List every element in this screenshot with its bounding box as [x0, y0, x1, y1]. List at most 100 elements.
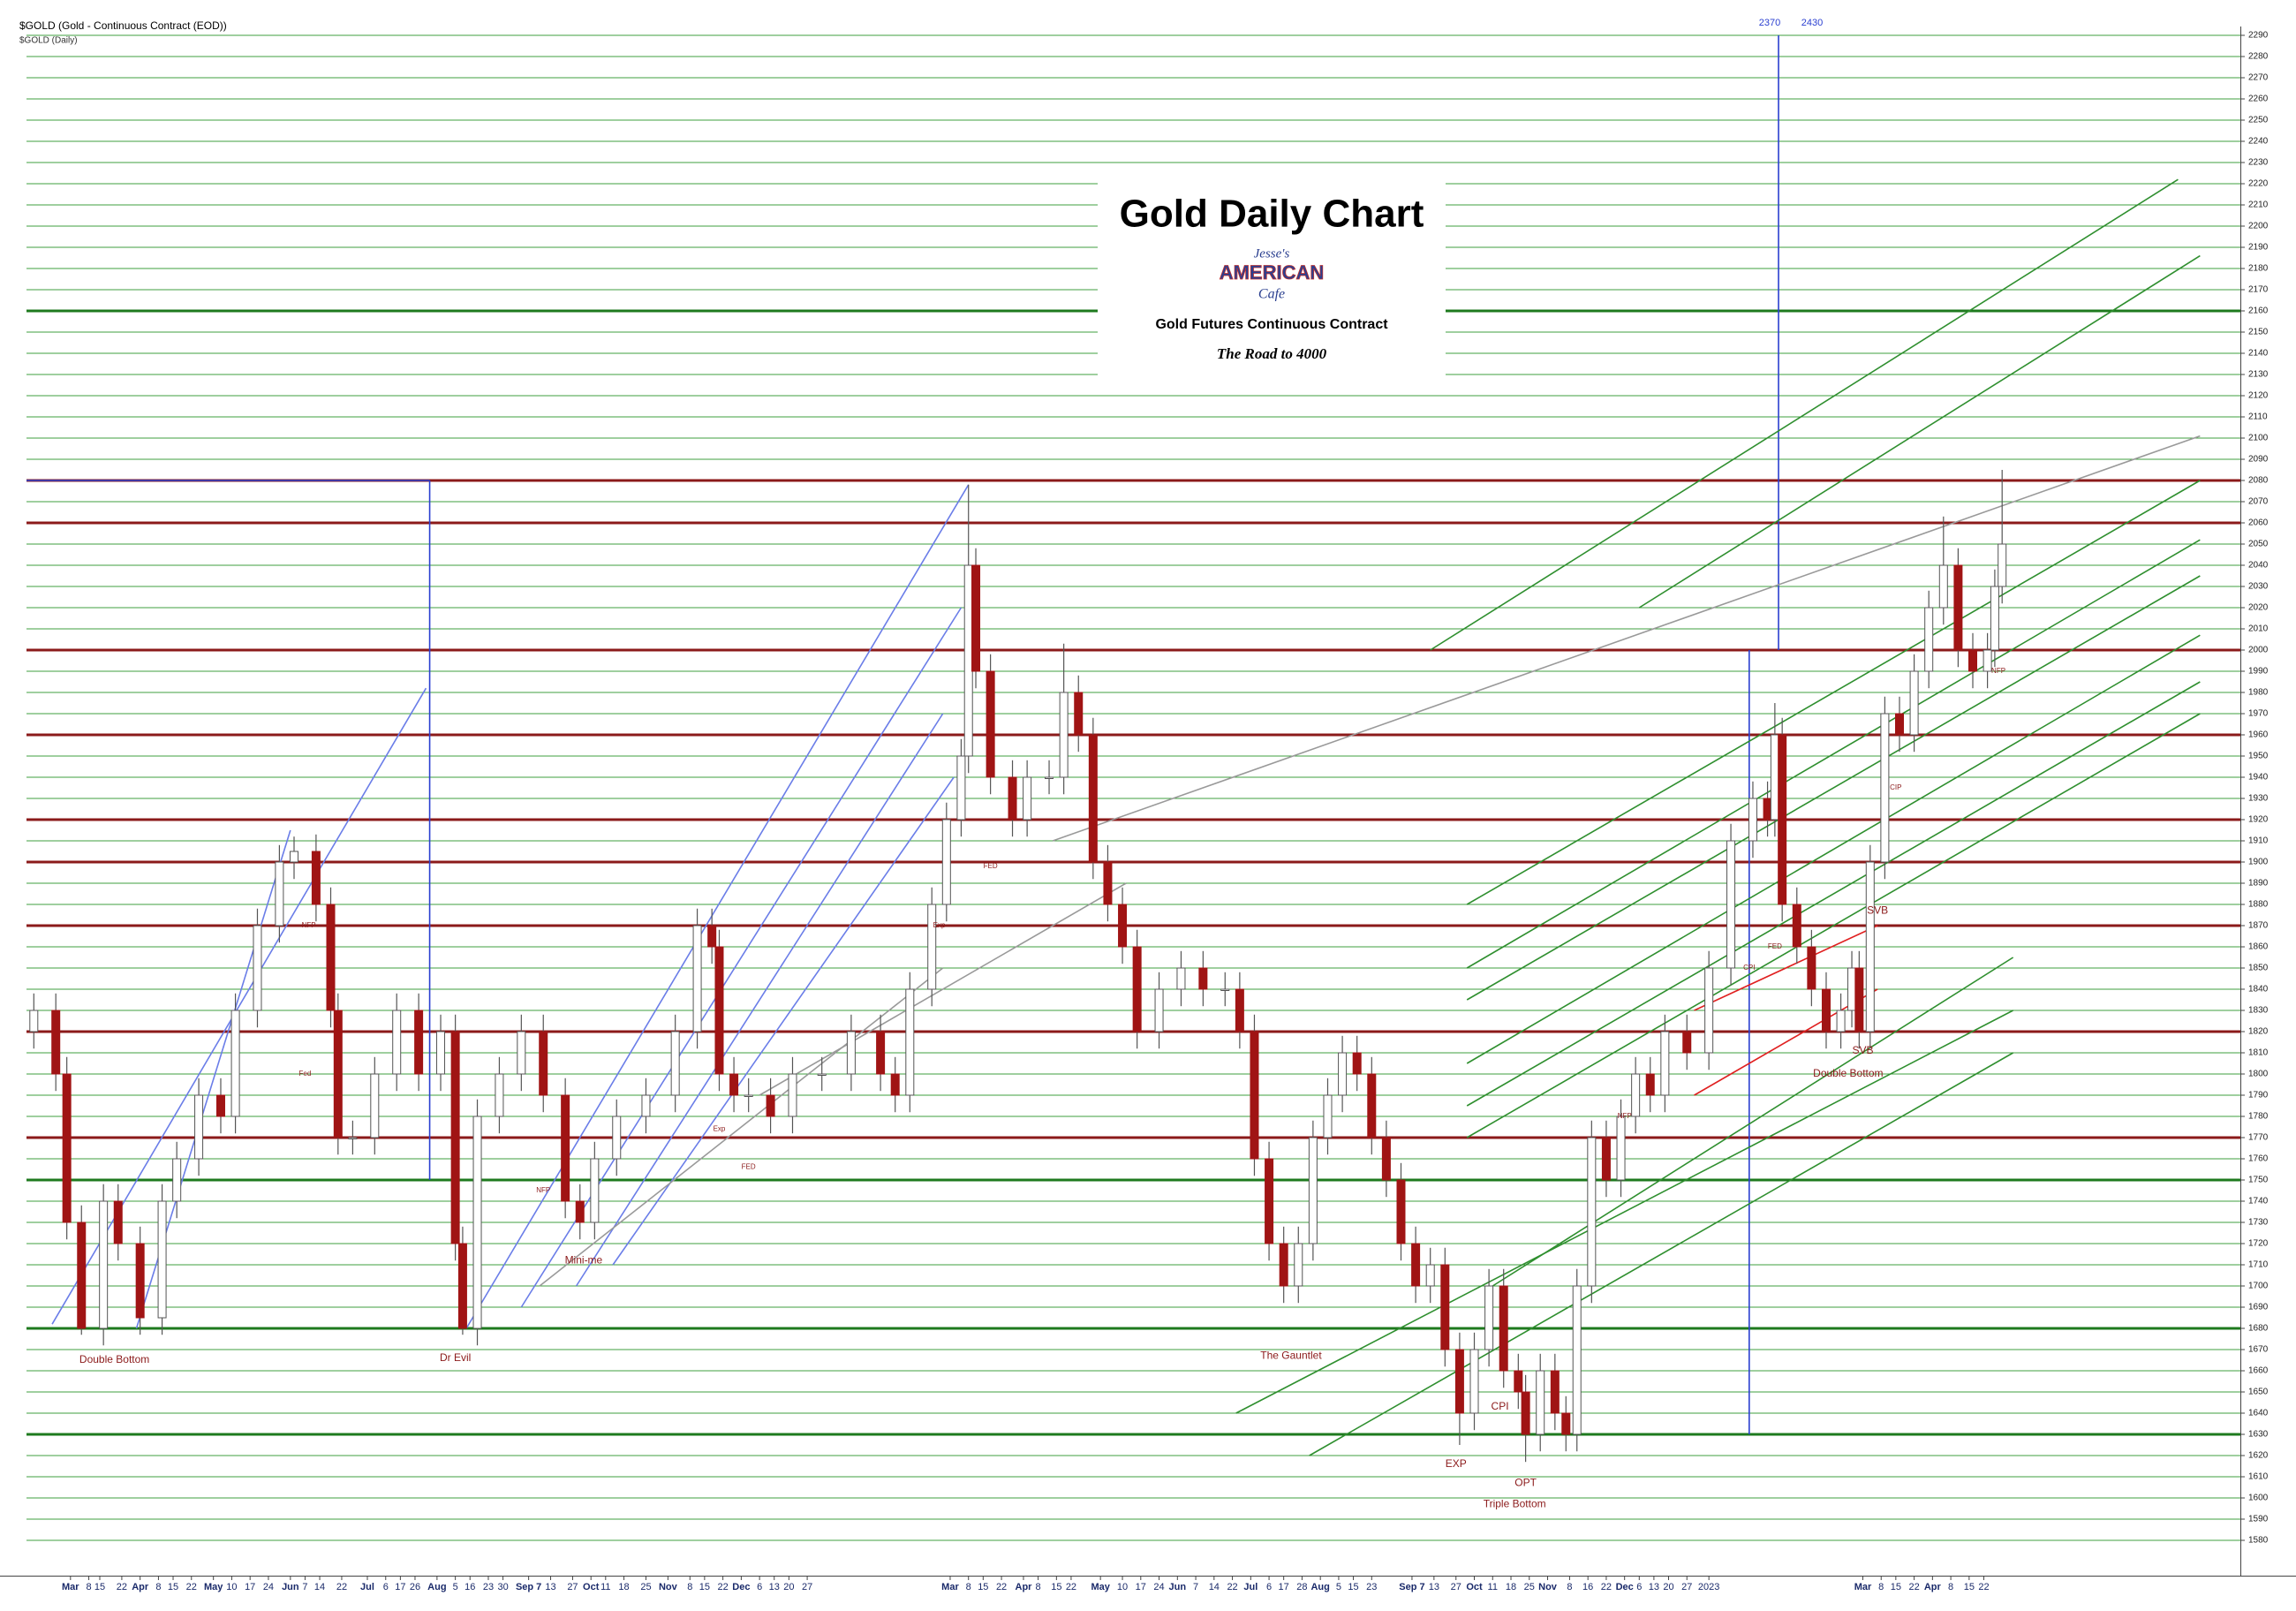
candle-body [575, 1200, 585, 1223]
candle-body [1425, 1264, 1435, 1287]
candle-body [51, 1010, 61, 1075]
x-tick-label: 22 [336, 1582, 347, 1592]
trend-line [1466, 539, 2201, 969]
candle-body [1088, 734, 1098, 863]
x-tick-label: 8 [1567, 1582, 1572, 1592]
candle-body [1778, 734, 1787, 905]
x-tick-label: 22 [718, 1582, 729, 1592]
candle-body [1103, 861, 1113, 905]
candle-body [1411, 1243, 1421, 1287]
annotation: Double Bottom [1813, 1067, 1883, 1079]
x-tick-label: 15 [1964, 1582, 1975, 1592]
x-tick-label: 2023 [1698, 1582, 1719, 1592]
chart-subtitle: Gold Futures Continuous Contract [1155, 317, 1388, 332]
top-label: 2370 [1759, 18, 1780, 28]
candle-body [1250, 1031, 1259, 1160]
y-tick-label: 2060 [2248, 518, 2269, 528]
x-tick-label: 13 [1429, 1582, 1439, 1592]
x-tick-label: 6 [1636, 1582, 1642, 1592]
event-label: FED [984, 862, 998, 870]
candle-body [1983, 649, 1992, 672]
y-tick-label: 1630 [2248, 1430, 2269, 1440]
candle-body [1198, 967, 1208, 990]
candle-body [788, 1073, 797, 1117]
candle-body [1572, 1285, 1582, 1435]
x-tick-label: 23 [483, 1582, 494, 1592]
x-tick-label: 20 [783, 1582, 794, 1592]
candle-body [1938, 564, 1948, 609]
annotation: Double Bottom [79, 1353, 149, 1365]
candle-body [1763, 798, 1772, 821]
candle-body [29, 1010, 39, 1032]
event-label: Exp [714, 1125, 726, 1133]
trend-line [1466, 480, 2201, 905]
candle-body [194, 1094, 204, 1160]
candle-body [157, 1200, 167, 1319]
title-background [1098, 183, 1446, 383]
title-box: Gold Daily Chart Jesse's AMERICAN Cafe G… [1098, 183, 1446, 383]
x-tick-label: Sep 7 [1399, 1582, 1424, 1592]
candle-body [1352, 1052, 1362, 1075]
candle-body [1660, 1031, 1670, 1096]
y-tick-label: 1980 [2248, 688, 2269, 698]
x-tick-label: 6 [1266, 1582, 1272, 1592]
candle-body [1865, 861, 1875, 1032]
x-tick-label: Apr [1924, 1582, 1942, 1592]
y-tick-label: 1900 [2248, 858, 2269, 867]
y-tick-label: 1730 [2248, 1218, 2269, 1228]
candle-body [1704, 967, 1714, 1054]
candle-body [1308, 1137, 1318, 1244]
x-tick-label: 28 [1296, 1582, 1307, 1592]
candle-body [766, 1094, 775, 1117]
candle-body [1953, 564, 1963, 651]
candle-body [1521, 1391, 1530, 1435]
x-tick-label: 16 [1582, 1582, 1593, 1592]
x-tick-label: 11 [600, 1582, 610, 1592]
candle-body [1726, 840, 1736, 969]
candle-body [971, 564, 981, 672]
trend-line [1235, 1010, 2014, 1414]
candle-body [450, 1031, 460, 1244]
event-label: NFP [1618, 1112, 1632, 1120]
x-tick-label: 13 [545, 1582, 555, 1592]
candle-body [1909, 670, 1919, 736]
candle-body [670, 1031, 680, 1096]
x-tick-label: Jun [282, 1582, 299, 1592]
candle-body [1154, 988, 1164, 1032]
x-tick-label: 22 [1066, 1582, 1076, 1592]
candle-body [1924, 607, 1934, 672]
tagline: The Road to 4000 [1217, 345, 1327, 362]
candle-body [1484, 1285, 1494, 1350]
trend-line [1430, 178, 2179, 651]
candle-body [1792, 904, 1801, 948]
y-tick-label: 1930 [2248, 794, 2269, 804]
x-tick-label: 22 [117, 1582, 127, 1592]
y-tick-label: 2080 [2248, 476, 2269, 486]
y-tick-label: 1920 [2248, 815, 2269, 825]
y-tick-label: 1650 [2248, 1388, 2269, 1397]
x-tick-label: 13 [769, 1582, 780, 1592]
candle-body [1748, 798, 1757, 842]
x-tick-label: Mar [1854, 1582, 1872, 1592]
y-tick-label: 1760 [2248, 1154, 2269, 1164]
x-tick-label: 25 [640, 1582, 651, 1592]
x-tick-label: 23 [1366, 1582, 1377, 1592]
candle-body [927, 904, 937, 990]
y-tick-label: 2130 [2248, 370, 2269, 380]
x-tick-label: 24 [263, 1582, 274, 1592]
y-tick-label: 1870 [2248, 921, 2269, 931]
candle-body [1118, 904, 1128, 948]
mark-layer: 2370 2430 Double Bottom Dr Evil Mini-me The G… [29, 18, 2007, 1509]
candle-body [1854, 967, 1864, 1032]
y-tick-label: 1720 [2248, 1239, 2269, 1249]
y-tick-label: 2000 [2248, 646, 2269, 655]
x-tick-label: 14 [1209, 1582, 1220, 1592]
y-tick-label: 1810 [2248, 1048, 2269, 1058]
candle-body [1323, 1094, 1333, 1138]
y-tick-label: 1970 [2248, 709, 2269, 719]
x-tick-label: Aug [1310, 1582, 1329, 1592]
x-tick-label: 8 [1036, 1582, 1041, 1592]
y-tick-label: 2200 [2248, 222, 2269, 231]
x-tick-label: 6 [757, 1582, 762, 1592]
candle-body [1059, 692, 1069, 778]
